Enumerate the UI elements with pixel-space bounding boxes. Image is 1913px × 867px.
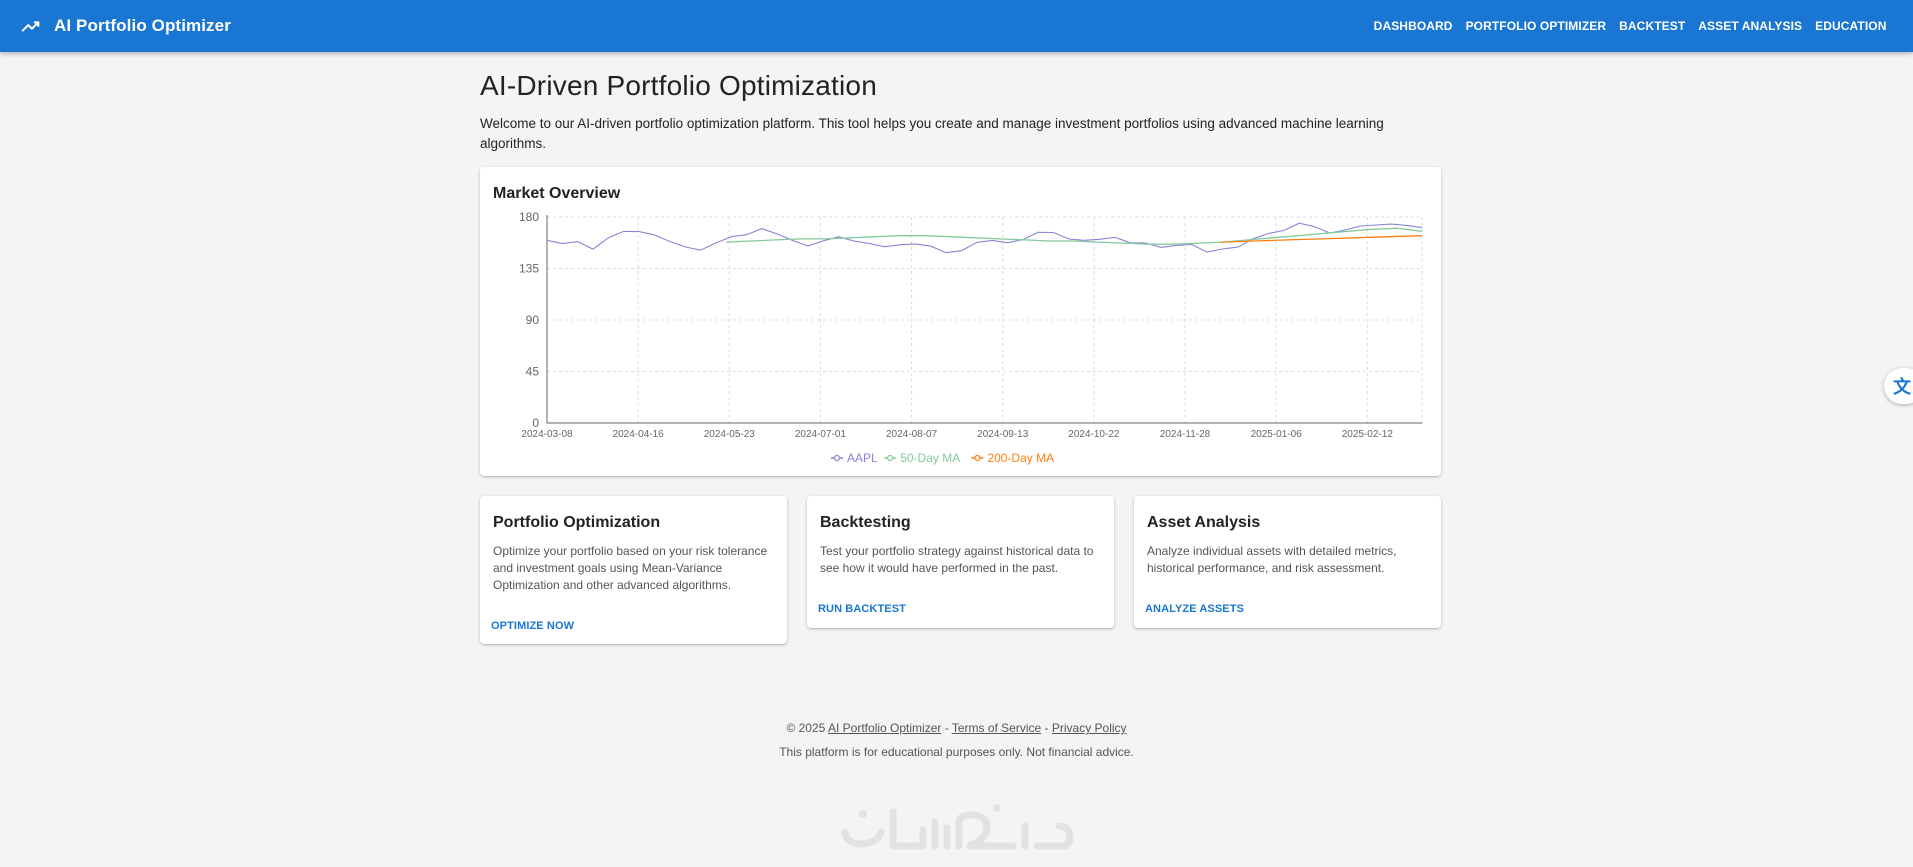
nav-asset-analysis[interactable]: ASSET ANALYSIS — [1698, 19, 1803, 33]
footer-separator: - — [1041, 721, 1052, 735]
brand[interactable]: AI Portfolio Optimizer — [20, 15, 231, 37]
x-tick-label: 2024-10-22 — [1068, 429, 1120, 440]
x-tick-label: 2024-08-07 — [886, 429, 938, 440]
x-tick-label: 2025-02-12 — [1342, 429, 1394, 440]
footer-brand-link[interactable]: AI Portfolio Optimizer — [828, 721, 942, 735]
legend-label: 50-Day MA — [900, 451, 960, 465]
series-line-50-day-ma — [726, 227, 1423, 245]
x-tick-label: 2024-05-23 — [704, 429, 756, 440]
trending-up-icon — [21, 21, 40, 32]
footer: © 2025 AI Portfolio Optimizer - Terms of… — [0, 720, 1913, 760]
nav-education[interactable]: EDUCATION — [1815, 19, 1887, 33]
y-tick-label: 90 — [526, 313, 540, 327]
market-overview-chart: 0 45 90 135 180 2024-03-08 2024-04-16 2024-05-2… — [519, 210, 1423, 465]
market-overview-title: Market Overview — [493, 185, 621, 202]
footer-links: © 2025 AI Portfolio Optimizer - Terms of… — [0, 720, 1913, 736]
intro-text: Welcome to our AI-driven portfolio optim… — [480, 116, 1384, 151]
footer-separator: - — [941, 721, 952, 735]
market-overview-card: Market Overview 0 45 90 135 180 2024-03-08 202… — [480, 167, 1441, 476]
app-title: AI Portfolio Optimizer — [54, 16, 231, 35]
khamsat-logo — [841, 804, 1074, 850]
feature-description: Analyze individual assets with detailed … — [1147, 544, 1397, 575]
run-backtest-button[interactable]: RUN BACKTEST — [818, 603, 906, 615]
main-content: AI-Driven Portfolio Optimization Welcome… — [480, 52, 1441, 644]
analyze-assets-button[interactable]: ANALYZE ASSETS — [1145, 603, 1244, 615]
x-tick-label: 2025-01-06 — [1251, 429, 1303, 440]
feature-title: Portfolio Optimization — [493, 514, 661, 531]
disclaimer: This platform is for educational purpose… — [779, 745, 1134, 759]
feature-card-portfolio-optimization: Portfolio Optimization Optimize your por… — [480, 496, 787, 644]
nav-dashboard[interactable]: DASHBOARD — [1373, 19, 1453, 33]
x-tick-label: 2024-03-08 — [521, 429, 573, 440]
legend-marker-dot — [833, 454, 841, 462]
main-nav: DASHBOARD PORTFOLIO OPTIMIZER BACKTEST A… — [1367, 0, 1893, 52]
terms-of-service-link[interactable]: Terms of Service — [951, 721, 1042, 735]
x-tick-label: 2024-11-28 — [1160, 429, 1211, 440]
legend-marker-dot — [974, 454, 981, 462]
series-line-200-day-ma — [1220, 235, 1423, 243]
page-title: AI-Driven Portfolio Optimization — [480, 70, 877, 101]
legend-label: 200-Day MA — [987, 451, 1054, 465]
translate-button[interactable]: 文 — [1884, 368, 1913, 404]
copyright: © 2025 — [786, 721, 826, 735]
x-tick-label: 2024-04-16 — [613, 429, 665, 440]
x-tick-label: 2024-07-01 — [795, 429, 847, 440]
x-tick-label: 2024-09-13 — [977, 429, 1029, 440]
y-tick-label: 0 — [532, 416, 539, 430]
feature-description: Optimize your portfolio based on your ri… — [493, 544, 768, 592]
feature-title: Asset Analysis — [1147, 514, 1261, 531]
optimize-now-button[interactable]: OPTIMIZE NOW — [491, 620, 575, 632]
privacy-policy-link[interactable]: Privacy Policy — [1051, 721, 1127, 735]
feature-card-asset-analysis: Asset Analysis Analyze individual assets… — [1134, 496, 1441, 628]
translate-icon: 文 — [1893, 377, 1911, 397]
feature-description: Test your portfolio strategy against his… — [820, 544, 1094, 575]
legend-marker-dot — [887, 454, 894, 462]
app-bar: AI Portfolio Optimizer DASHBOARD PORTFOL… — [0, 0, 1913, 52]
feature-card-backtesting: Backtesting Test your portfolio strategy… — [807, 496, 1114, 628]
legend-label: AAPL — [847, 451, 878, 465]
y-tick-label: 45 — [526, 365, 540, 379]
series-line-aapl — [546, 222, 1423, 254]
nav-backtest[interactable]: BACKTEST — [1619, 19, 1686, 33]
feature-title: Backtesting — [820, 514, 911, 531]
nav-portfolio-optimizer[interactable]: PORTFOLIO OPTIMIZER — [1465, 19, 1607, 33]
y-tick-label: 180 — [519, 210, 539, 224]
y-tick-label: 135 — [519, 262, 539, 276]
